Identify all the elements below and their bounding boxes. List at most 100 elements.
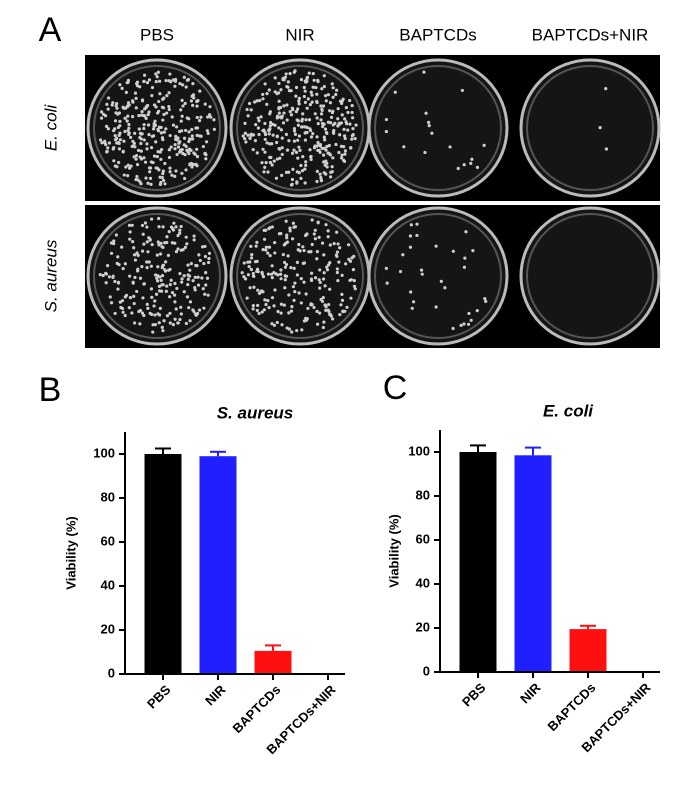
colony	[205, 276, 210, 280]
panel-label: A	[39, 11, 62, 49]
colony	[451, 249, 455, 253]
colony	[136, 269, 140, 273]
colony	[315, 92, 319, 96]
colony	[276, 309, 280, 314]
colony	[309, 154, 313, 159]
colony	[277, 107, 281, 111]
colony	[183, 176, 187, 181]
colony	[193, 152, 197, 156]
colony	[173, 300, 177, 304]
colony	[128, 295, 133, 300]
colony	[283, 286, 287, 290]
colony	[156, 129, 161, 133]
colony	[165, 235, 169, 239]
colony	[203, 254, 208, 259]
colony	[178, 231, 182, 235]
colony	[113, 311, 117, 316]
colony	[174, 169, 178, 173]
colony	[133, 91, 138, 95]
colony	[277, 232, 282, 236]
colony	[114, 104, 118, 108]
colony	[267, 305, 271, 310]
colony	[305, 125, 309, 130]
plate-rim	[236, 213, 364, 339]
colony	[145, 147, 149, 151]
y-tick-label: 40	[101, 577, 115, 592]
colony	[314, 85, 318, 90]
colony	[167, 107, 171, 112]
colony	[170, 173, 174, 177]
colony	[125, 119, 129, 123]
colony	[249, 108, 253, 112]
colony	[292, 148, 296, 152]
colony	[142, 126, 146, 131]
colony	[105, 150, 109, 154]
colony	[126, 114, 130, 118]
colony	[243, 121, 247, 125]
colony	[325, 165, 329, 169]
colony	[258, 98, 262, 103]
colony	[179, 119, 183, 123]
colony	[334, 142, 338, 147]
colony	[147, 110, 151, 114]
colony	[285, 233, 289, 237]
colony	[604, 87, 608, 91]
colony	[140, 265, 144, 269]
colony	[263, 150, 267, 154]
colony	[142, 73, 147, 77]
colony	[346, 110, 350, 115]
colony	[165, 93, 169, 98]
colony	[315, 322, 320, 326]
colony	[278, 156, 282, 160]
colony	[280, 323, 284, 327]
colony	[324, 148, 328, 152]
colony	[290, 177, 295, 182]
colony	[160, 136, 165, 140]
colony	[251, 274, 256, 278]
colony	[131, 144, 135, 148]
colony	[98, 138, 103, 142]
colony	[155, 155, 159, 159]
colony	[198, 134, 202, 138]
colony	[98, 273, 102, 277]
colony	[155, 166, 160, 170]
colony	[319, 112, 324, 116]
colony	[307, 118, 312, 122]
colony	[282, 260, 287, 265]
colony	[161, 118, 165, 122]
colony	[471, 249, 475, 253]
plate	[229, 58, 371, 198]
colony	[196, 275, 200, 279]
colony	[311, 72, 315, 76]
colony	[268, 253, 272, 258]
colony	[176, 321, 180, 325]
colony	[266, 251, 270, 255]
colony	[251, 147, 255, 152]
colony	[148, 311, 152, 315]
y-tick-label: 80	[101, 489, 115, 504]
y-tick-label: 60	[416, 531, 430, 546]
colony	[149, 160, 153, 164]
colony	[342, 159, 347, 163]
colony	[313, 144, 317, 148]
colony	[195, 133, 199, 137]
colony	[273, 240, 277, 245]
colony	[161, 263, 166, 267]
colony	[110, 103, 114, 107]
colony	[280, 173, 284, 177]
colony	[354, 123, 358, 127]
colony	[153, 119, 157, 123]
colony	[112, 239, 116, 243]
colony	[147, 260, 151, 264]
colony	[167, 148, 171, 152]
colony	[186, 273, 190, 277]
colony	[184, 144, 188, 148]
plate-rim	[93, 65, 221, 191]
colony	[259, 115, 263, 119]
colony	[207, 251, 212, 255]
y-tick-label: 0	[108, 665, 115, 680]
colony	[401, 253, 405, 257]
colony	[136, 253, 140, 257]
colony	[343, 149, 348, 153]
colony	[316, 140, 320, 145]
